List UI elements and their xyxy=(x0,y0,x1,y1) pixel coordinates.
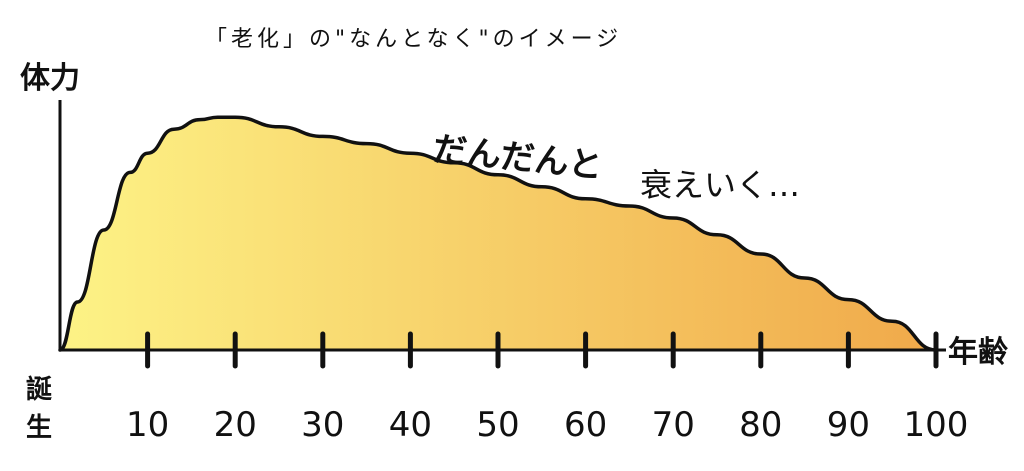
x-axis-ticks xyxy=(145,331,939,369)
x-tick-label-70: 70 xyxy=(652,405,695,445)
y-axis-label: 体力 xyxy=(20,61,80,96)
annotation-decline: 衰えいく… xyxy=(640,166,800,204)
x-tick-label-30: 30 xyxy=(301,405,344,445)
x-tick-label-50: 50 xyxy=(476,405,519,445)
x-tick-label-60: 60 xyxy=(564,405,607,445)
x-tick-label-20: 20 xyxy=(214,405,257,445)
x-tick-label-100: 100 xyxy=(904,405,969,445)
x-tick-label-80: 80 xyxy=(739,405,782,445)
stamina-curve xyxy=(58,115,938,352)
x-axis-tick-labels: 10 20 30 40 50 60 70 80 90 100 xyxy=(126,405,968,445)
x-tick-label-90: 90 xyxy=(827,405,870,445)
x-tick-label-40: 40 xyxy=(389,405,432,445)
stamina-area xyxy=(60,117,936,350)
origin-label: 誕 生 xyxy=(26,375,61,443)
x-axis-label: 年齢 xyxy=(948,335,1008,370)
x-tick-label-10: 10 xyxy=(126,405,169,445)
chart-title: 「老化」の"なんとなく"のイメージ xyxy=(205,27,622,52)
